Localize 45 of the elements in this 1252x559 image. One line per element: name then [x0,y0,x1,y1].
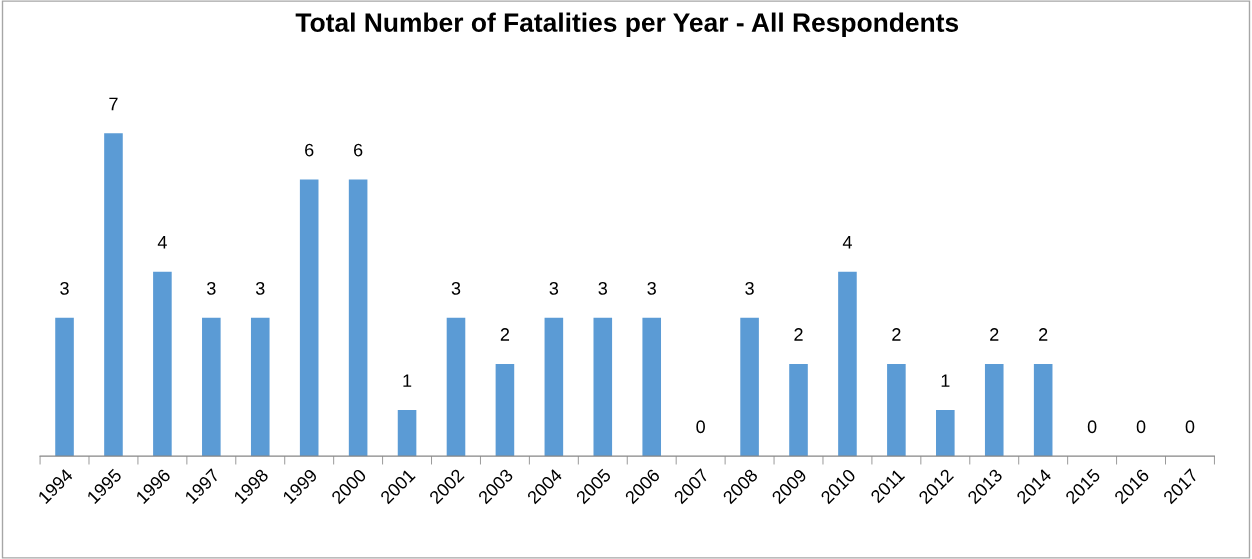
bar [887,363,906,457]
data-label: 3 [207,281,216,295]
bar [250,317,270,457]
bar [1033,363,1053,457]
data-label: 3 [647,281,656,295]
chart-title: Total Number of Fatalities per Year - All Respondents [295,12,959,38]
bar [789,363,808,457]
data-label: 3 [745,281,754,295]
data-label: 2 [794,328,803,341]
data-label: 0 [696,420,705,434]
bar [544,317,564,457]
bar [397,410,417,457]
bar [202,317,221,457]
data-label: 4 [157,236,167,249]
data-label: 3 [255,281,265,295]
data-label: 3 [60,281,69,295]
data-label: 7 [109,97,118,111]
data-label: 6 [305,143,314,157]
bar [153,271,172,457]
data-label: 0 [1136,420,1146,434]
bar [55,317,74,457]
data-label: 4 [842,236,852,249]
data-label: 2 [892,328,901,341]
data-label: 3 [451,281,461,295]
bar [104,133,123,457]
data-label: 3 [598,281,608,295]
bar [495,363,515,457]
data-label: 2 [990,328,999,341]
bar [348,179,368,457]
bar [838,271,857,457]
data-label: 0 [1185,420,1195,434]
data-label: 1 [941,374,950,387]
data-label: 2 [500,328,510,341]
data-label: 1 [403,374,412,387]
bar [740,317,759,457]
data-label: 6 [354,143,363,157]
data-label: 2 [1039,328,1048,341]
bar [642,317,662,457]
data-label: 0 [1087,420,1097,434]
bar [299,179,319,457]
bar [936,410,955,457]
bar [446,317,466,457]
data-label: 3 [549,281,559,295]
bar [593,317,613,457]
bar [984,363,1004,457]
